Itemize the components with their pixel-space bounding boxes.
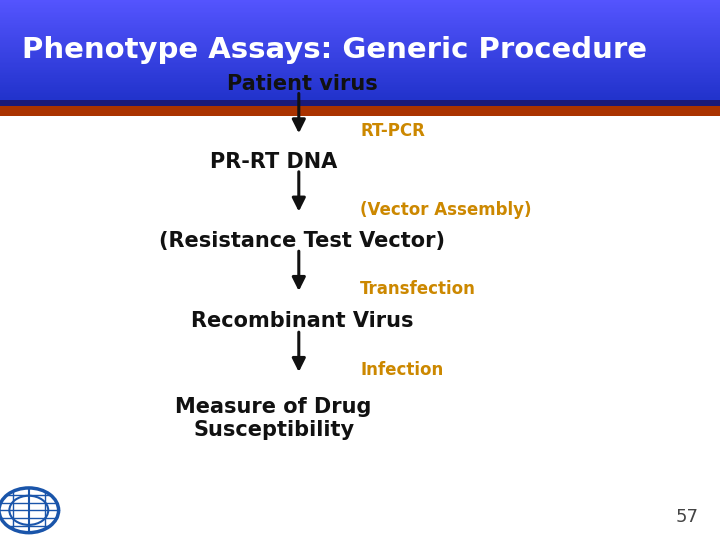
Text: (Vector Assembly): (Vector Assembly) bbox=[360, 200, 531, 219]
Bar bbox=[0, 14, 720, 15]
Bar bbox=[0, 62, 720, 63]
Bar bbox=[0, 63, 720, 65]
Bar bbox=[0, 106, 720, 116]
Bar bbox=[0, 82, 720, 83]
Bar bbox=[0, 68, 720, 70]
Bar bbox=[0, 46, 720, 48]
Bar bbox=[0, 5, 720, 6]
Bar bbox=[0, 45, 720, 46]
Bar bbox=[0, 80, 720, 82]
Text: Recombinant Virus: Recombinant Virus bbox=[191, 311, 414, 332]
Bar bbox=[0, 86, 720, 88]
Bar bbox=[0, 88, 720, 90]
Bar bbox=[0, 38, 720, 40]
Text: Measure of Drug
Susceptibility: Measure of Drug Susceptibility bbox=[176, 397, 372, 440]
Bar bbox=[0, 2, 720, 3]
Bar bbox=[0, 23, 720, 25]
Bar bbox=[0, 8, 720, 10]
Bar bbox=[0, 33, 720, 35]
Bar bbox=[0, 32, 720, 33]
Bar bbox=[0, 48, 720, 50]
Bar bbox=[0, 58, 720, 60]
Bar bbox=[0, 55, 720, 57]
Bar bbox=[0, 18, 720, 20]
Bar bbox=[0, 100, 720, 106]
Bar bbox=[0, 98, 720, 100]
Bar bbox=[0, 10, 720, 12]
Bar bbox=[0, 95, 720, 97]
Bar bbox=[0, 0, 720, 2]
Bar bbox=[0, 73, 720, 75]
Text: Transfection: Transfection bbox=[360, 280, 476, 298]
Bar bbox=[0, 22, 720, 23]
Bar bbox=[0, 6, 720, 8]
Bar bbox=[0, 28, 720, 30]
Bar bbox=[0, 75, 720, 77]
Bar bbox=[0, 15, 720, 17]
Text: Phenotype Assays: Generic Procedure: Phenotype Assays: Generic Procedure bbox=[22, 36, 647, 64]
Bar bbox=[0, 43, 720, 45]
Bar bbox=[0, 78, 720, 80]
Text: Patient virus: Patient virus bbox=[227, 73, 378, 94]
Bar bbox=[0, 65, 720, 66]
Bar bbox=[0, 85, 720, 86]
Bar bbox=[0, 12, 720, 14]
Bar bbox=[0, 97, 720, 98]
Bar bbox=[0, 35, 720, 37]
Bar bbox=[0, 66, 720, 68]
Text: RT-PCR: RT-PCR bbox=[360, 122, 425, 140]
Bar bbox=[0, 60, 720, 62]
Bar bbox=[0, 3, 720, 5]
Bar bbox=[0, 57, 720, 58]
Bar bbox=[0, 25, 720, 26]
Bar bbox=[0, 90, 720, 92]
Bar bbox=[0, 26, 720, 28]
Bar bbox=[0, 83, 720, 85]
Bar bbox=[0, 70, 720, 72]
Bar bbox=[0, 93, 720, 95]
Bar bbox=[0, 37, 720, 38]
Text: (Resistance Test Vector): (Resistance Test Vector) bbox=[159, 231, 446, 252]
Text: Infection: Infection bbox=[360, 361, 444, 379]
Bar bbox=[0, 17, 720, 18]
Text: PR-RT DNA: PR-RT DNA bbox=[210, 152, 337, 172]
Text: 57: 57 bbox=[675, 509, 698, 526]
Bar bbox=[0, 53, 720, 55]
Bar bbox=[0, 72, 720, 73]
Bar bbox=[0, 20, 720, 22]
Bar bbox=[0, 50, 720, 52]
Bar bbox=[0, 77, 720, 78]
Bar bbox=[0, 42, 720, 43]
Bar bbox=[0, 92, 720, 93]
Bar bbox=[0, 30, 720, 32]
Bar bbox=[0, 52, 720, 53]
Bar bbox=[0, 40, 720, 42]
